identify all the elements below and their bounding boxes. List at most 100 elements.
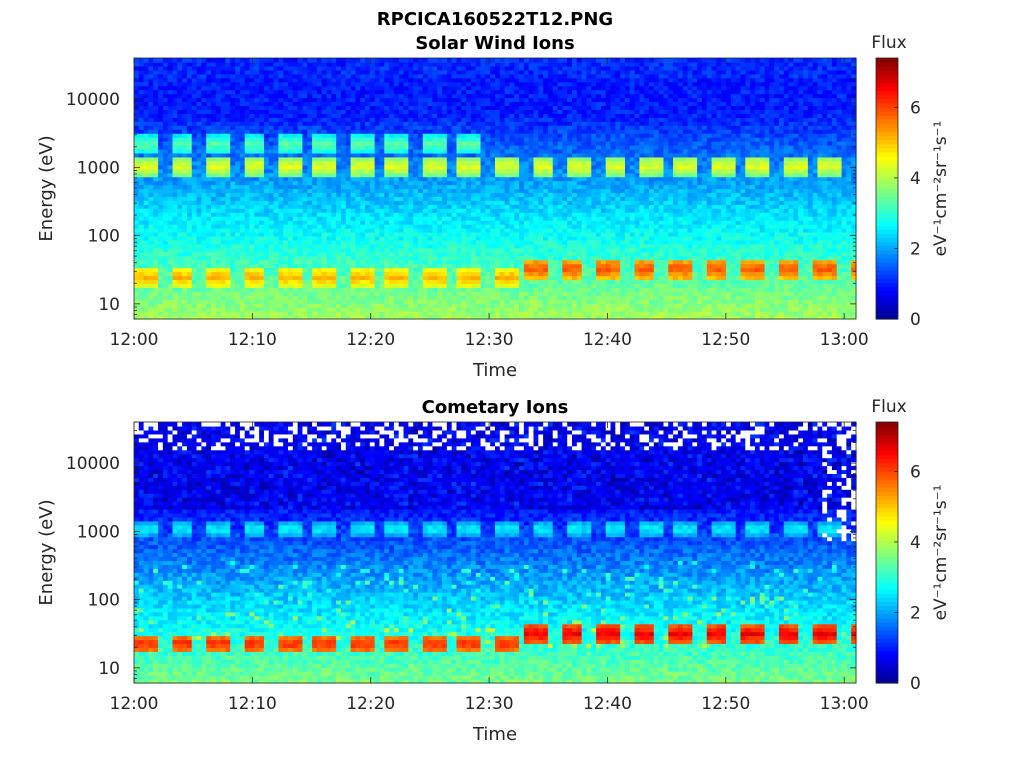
heatmap-cell <box>355 160 361 166</box>
heatmap-cell <box>345 81 352 87</box>
heatmap-cell <box>437 267 443 273</box>
heatmap-cell <box>182 239 188 245</box>
heatmap-cell <box>249 184 255 190</box>
heatmap-cell <box>475 160 482 166</box>
heatmap-cell <box>403 291 409 296</box>
heatmap-cell <box>336 137 342 142</box>
heatmap-cell <box>288 188 294 194</box>
heatmap-cell <box>384 259 390 265</box>
heatmap-cell <box>263 184 270 190</box>
heatmap-cell <box>259 232 265 237</box>
heatmap-cell <box>456 299 462 304</box>
heatmap-cell <box>259 101 265 107</box>
heatmap-cell <box>134 224 140 229</box>
heatmap-cell <box>191 164 198 170</box>
heatmap-cell <box>480 152 486 158</box>
heatmap-cell <box>446 121 453 126</box>
heatmap-cell <box>480 109 486 114</box>
heatmap-cell <box>292 212 299 217</box>
heatmap-cell <box>220 145 227 150</box>
heatmap-cell <box>235 180 241 186</box>
heatmap-cell <box>288 235 294 241</box>
heatmap-cell <box>422 259 429 265</box>
heatmap-cell <box>417 307 424 312</box>
heatmap-cell <box>206 307 212 312</box>
heatmap-cell <box>456 196 462 201</box>
heatmap-cell <box>360 239 366 245</box>
heatmap-cell <box>316 220 323 225</box>
heatmap-cell <box>417 216 424 221</box>
heatmap-cell <box>403 279 409 284</box>
heatmap-cell <box>148 224 154 229</box>
heatmap-cell <box>350 65 357 71</box>
heatmap-cell <box>134 145 140 150</box>
heatmap-cell <box>278 291 284 296</box>
heatmap-cell <box>466 97 472 103</box>
heatmap-cell <box>292 239 299 245</box>
heatmap-cell <box>292 89 299 95</box>
heatmap-cell <box>312 141 318 146</box>
heatmap-cell <box>432 295 438 300</box>
heatmap-cell <box>225 129 231 134</box>
heatmap-cell <box>297 129 304 134</box>
heatmap-cell <box>360 105 366 110</box>
heatmap-cell <box>374 125 381 130</box>
heatmap-cell <box>259 73 265 79</box>
heatmap-cell <box>374 251 381 257</box>
heatmap-cell <box>292 204 299 209</box>
heatmap-cell <box>490 172 496 178</box>
heatmap-cell <box>302 291 308 296</box>
heatmap-cell <box>249 235 255 241</box>
heatmap-cell <box>437 303 443 308</box>
heatmap-cell <box>138 73 145 79</box>
heatmap-cell <box>427 105 434 110</box>
heatmap-cell <box>244 243 251 249</box>
heatmap-cell <box>365 255 371 261</box>
heatmap-cell <box>393 267 400 273</box>
heatmap-cell <box>398 137 405 142</box>
heatmap-cell <box>263 267 270 273</box>
heatmap-cell <box>215 224 222 229</box>
heatmap-cell <box>403 89 409 95</box>
heatmap-cell <box>369 168 376 174</box>
heatmap-cell <box>138 235 145 241</box>
heatmap-cell <box>451 77 458 83</box>
heatmap-cell <box>292 176 299 182</box>
heatmap-cell <box>355 101 361 107</box>
heatmap-cell <box>235 129 241 134</box>
heatmap-cell <box>345 73 352 79</box>
heatmap-cell <box>432 77 438 83</box>
heatmap-cell <box>312 188 318 194</box>
heatmap-cell <box>201 243 207 249</box>
heatmap-cell <box>239 89 246 95</box>
heatmap-cell <box>206 73 212 79</box>
heatmap-cell <box>138 109 145 114</box>
heatmap-cell <box>321 204 328 209</box>
heatmap-cell <box>211 61 217 67</box>
heatmap-cell <box>211 220 217 225</box>
heatmap-cell <box>422 133 429 138</box>
heatmap-cell <box>485 69 491 75</box>
heatmap-cell <box>201 295 207 300</box>
heatmap-cell <box>235 121 241 126</box>
heatmap-cell <box>398 239 405 245</box>
heatmap-cell <box>475 295 482 300</box>
heatmap-cell <box>466 255 472 261</box>
heatmap-cell <box>158 291 164 296</box>
heatmap-cell <box>215 192 222 197</box>
heatmap-cell <box>249 97 255 103</box>
heatmap-cell <box>331 235 337 241</box>
heatmap-cell <box>283 85 289 91</box>
heatmap-cell <box>355 145 361 150</box>
heatmap-cell <box>389 176 395 182</box>
heatmap-cell <box>475 117 482 122</box>
heatmap-cell <box>278 267 284 273</box>
heatmap-cell <box>215 275 222 281</box>
heatmap-cell <box>292 315 299 320</box>
heatmap-cell <box>345 192 352 197</box>
heatmap-cell <box>167 311 174 316</box>
heatmap-cell <box>427 156 434 162</box>
heatmap-cell <box>244 121 251 126</box>
heatmap-cell <box>355 307 361 312</box>
heatmap-cell <box>461 168 467 174</box>
